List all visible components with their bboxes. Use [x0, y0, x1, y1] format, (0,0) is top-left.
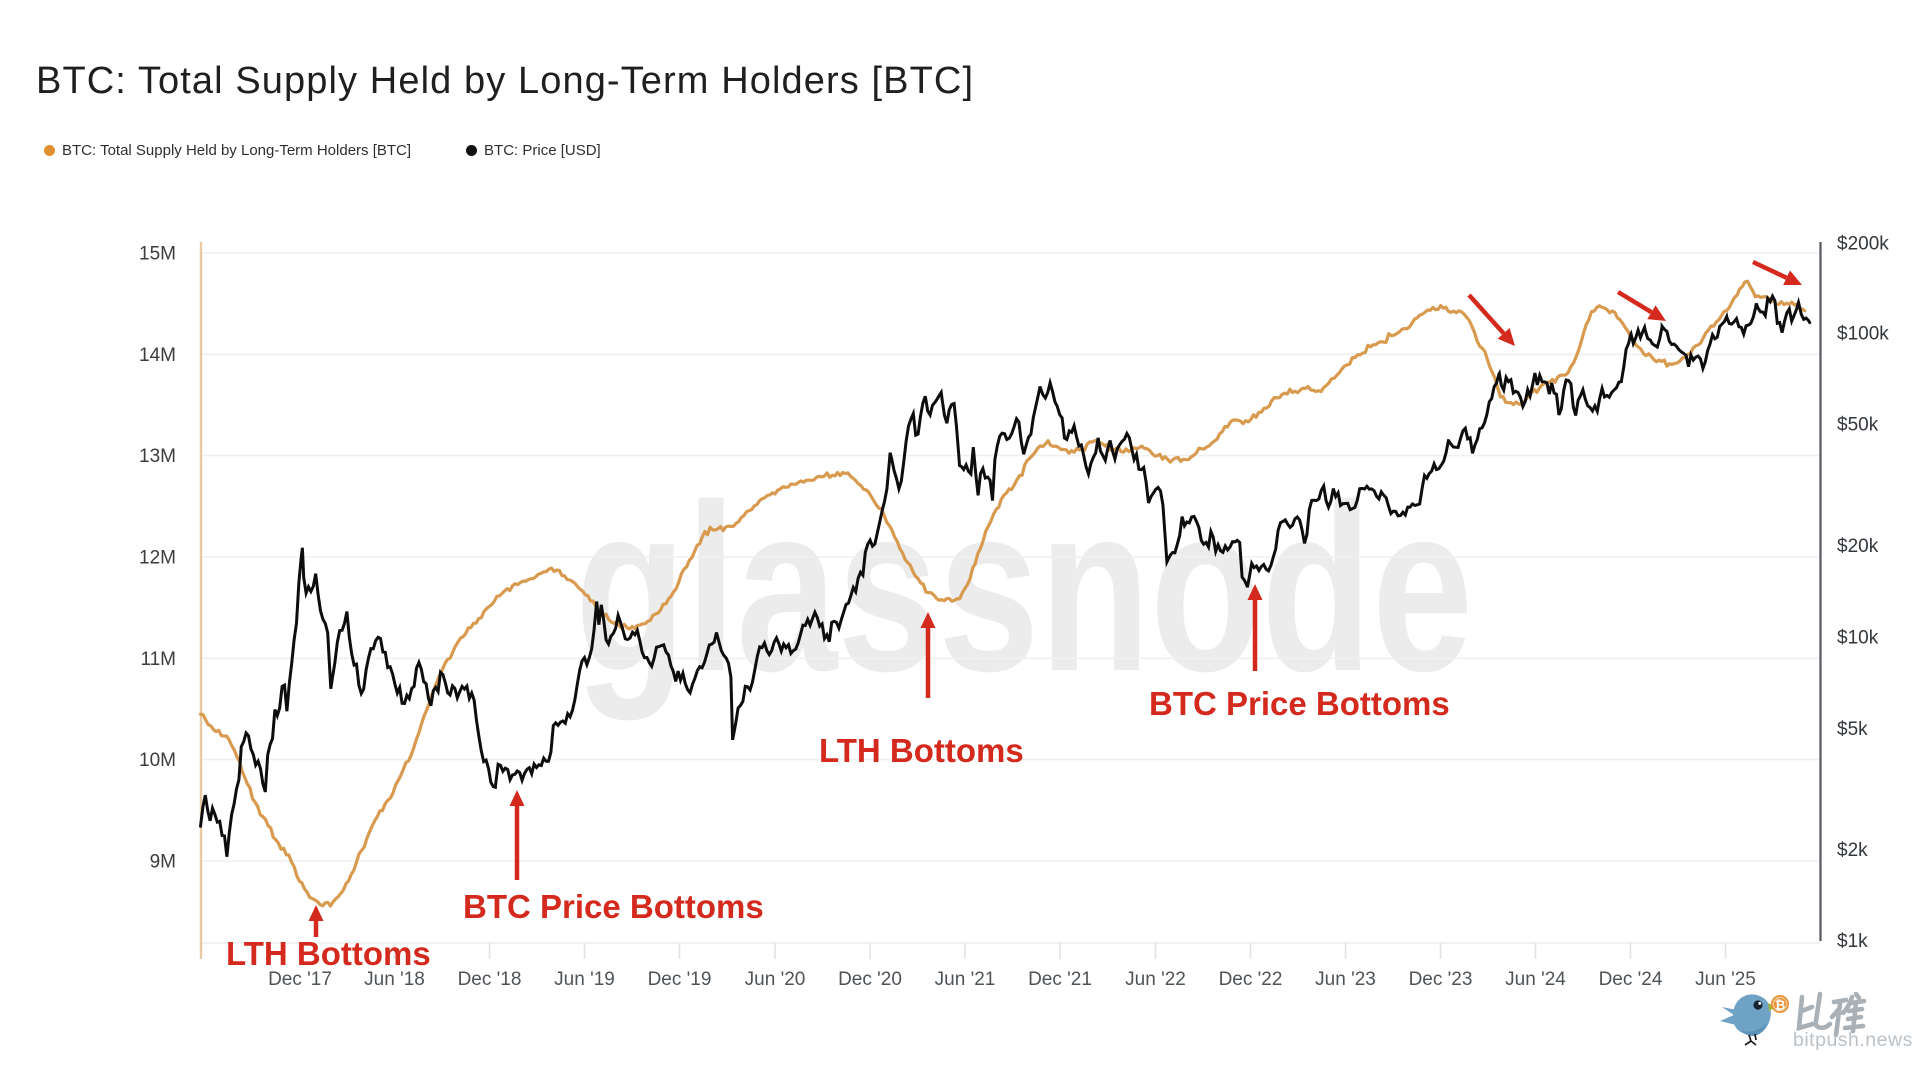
svg-text:Dec '22: Dec '22: [1219, 969, 1283, 990]
svg-text:$200k: $200k: [1837, 234, 1889, 255]
svg-text:Jun '20: Jun '20: [745, 969, 806, 990]
svg-text:14M: 14M: [139, 345, 176, 366]
svg-text:LTH Bottoms: LTH Bottoms: [226, 935, 431, 972]
svg-text:$10k: $10k: [1837, 628, 1879, 649]
svg-text:$20k: $20k: [1837, 536, 1879, 557]
svg-text:LTH Bottoms: LTH Bottoms: [819, 732, 1024, 769]
svg-text:$1k: $1k: [1837, 931, 1868, 952]
svg-text:$50k: $50k: [1837, 415, 1879, 436]
svg-text:glassnode: glassnode: [575, 456, 1473, 721]
svg-text:Jun '24: Jun '24: [1505, 969, 1566, 990]
svg-text:bitpush.news: bitpush.news: [1793, 1029, 1913, 1051]
svg-text:9M: 9M: [150, 852, 176, 873]
svg-text:Dec '23: Dec '23: [1409, 969, 1473, 990]
svg-text:13M: 13M: [139, 446, 176, 467]
svg-text:₿: ₿: [1775, 998, 1786, 1013]
svg-text:15M: 15M: [139, 244, 176, 265]
svg-text:Dec '20: Dec '20: [838, 969, 902, 990]
svg-text:$100k: $100k: [1837, 324, 1889, 345]
svg-text:Jun '23: Jun '23: [1315, 969, 1376, 990]
svg-text:$5k: $5k: [1837, 719, 1868, 740]
svg-text:Jun '22: Jun '22: [1125, 969, 1186, 990]
svg-text:Dec '24: Dec '24: [1599, 969, 1663, 990]
svg-text:BTC Price Bottoms: BTC Price Bottoms: [463, 888, 764, 925]
svg-text:Dec '18: Dec '18: [458, 969, 522, 990]
svg-text:Dec '19: Dec '19: [648, 969, 712, 990]
svg-text:Jun '19: Jun '19: [554, 969, 615, 990]
svg-text:Jun '18: Jun '18: [364, 969, 425, 990]
svg-text:$2k: $2k: [1837, 840, 1868, 861]
svg-text:11M: 11M: [140, 649, 176, 670]
svg-text:Jun '21: Jun '21: [935, 969, 996, 990]
svg-text:10M: 10M: [139, 750, 176, 771]
svg-text:12M: 12M: [139, 548, 176, 569]
svg-text:Jun '25: Jun '25: [1695, 969, 1756, 990]
svg-text:Dec '21: Dec '21: [1028, 969, 1092, 990]
svg-text:BTC Price Bottoms: BTC Price Bottoms: [1149, 685, 1450, 722]
svg-text:Dec '17: Dec '17: [268, 969, 332, 990]
